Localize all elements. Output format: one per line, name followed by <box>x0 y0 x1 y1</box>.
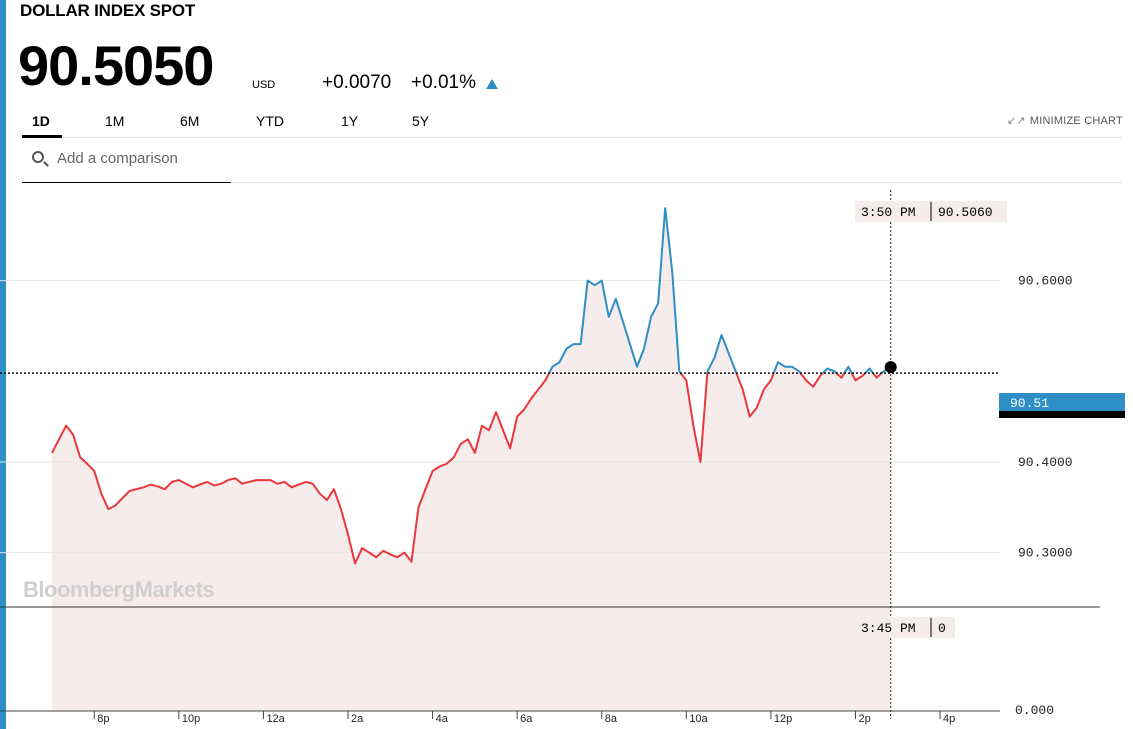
chart-top-divider <box>22 182 1122 183</box>
price-change-percent: +0.01% <box>411 72 476 93</box>
crosshair-volume-value: 0 <box>938 621 946 636</box>
tab-5y[interactable]: 5Y <box>412 113 430 129</box>
x-tick-label: 12p <box>774 713 792 725</box>
instrument-title: DOLLAR INDEX SPOT <box>20 1 196 20</box>
x-axis: 8p 10p 12a 2a 4a 6a 8a 10a 12p 2p 4p 0.000 <box>0 703 1054 725</box>
price-area-fill <box>52 208 891 711</box>
triangle-up-icon <box>486 79 498 89</box>
tab-1d[interactable]: 1D <box>32 113 50 129</box>
x-tick-label: 8p <box>97 713 109 725</box>
x-tick-label: 10p <box>182 713 200 725</box>
last-price: 90.5050 <box>18 34 214 97</box>
price-change: +0.0070 <box>322 72 392 93</box>
tab-1m[interactable]: 1M <box>105 113 125 129</box>
x-tick-label: 4a <box>436 713 449 725</box>
last-price-label: 90.51 <box>1010 396 1049 411</box>
x-tick-label: 6a <box>520 713 533 725</box>
price-gridlines <box>0 280 1000 554</box>
tabs-divider <box>22 137 1122 138</box>
x-tick-label: 10a <box>689 713 708 725</box>
y-tick-label: 90.4000 <box>1018 455 1073 470</box>
x-tick-label: 2p <box>858 713 870 725</box>
x-tick-label: 4p <box>943 713 955 725</box>
tab-6m[interactable]: 6M <box>180 113 200 129</box>
search-underline <box>22 182 231 183</box>
x-tick-label: 12a <box>266 713 285 725</box>
comparison-search-input[interactable] <box>57 150 227 167</box>
price-line <box>51 207 892 565</box>
bloomberg-watermark: BloombergMarkets <box>23 577 215 602</box>
last-price-marker: 90.51 <box>999 393 1125 418</box>
crosshair-volume-time-label: 3:45 PM <box>861 621 916 636</box>
crosshair-price-label: 90.5060 <box>938 205 993 220</box>
minimize-chart-button[interactable]: ↙↗ MINIMIZE CHART <box>1007 114 1123 127</box>
tab-1y[interactable]: 1Y <box>341 113 359 129</box>
crosshair-time-label: 3:50 PM <box>861 205 916 220</box>
y-tick-label: 90.6000 <box>1018 274 1073 289</box>
currency-label: USD <box>252 79 276 91</box>
price-line-below-reference <box>51 373 884 565</box>
crosshair-volume-tooltip: 3:45 PM 0 <box>855 617 955 638</box>
y-axis-ticks: 90.6000 90.4000 90.3000 <box>1018 274 1073 561</box>
collapse-arrows-icon: ↙↗ <box>1007 115 1026 127</box>
minimize-chart-label: MINIMIZE CHART <box>1029 115 1123 127</box>
x-tick-label: 2a <box>351 713 364 725</box>
current-point-marker <box>884 361 897 374</box>
crosshair-price-tooltip: 3:50 PM 90.5060 <box>855 201 1007 222</box>
volume-axis-tick: 0.000 <box>1015 703 1054 718</box>
x-tick-label: 8a <box>605 713 618 725</box>
active-tab-indicator <box>22 135 62 138</box>
tab-ytd[interactable]: YTD <box>256 113 284 129</box>
left-accent-strip <box>0 0 6 729</box>
y-tick-label: 90.3000 <box>1018 546 1073 561</box>
search-icon[interactable] <box>32 151 44 163</box>
